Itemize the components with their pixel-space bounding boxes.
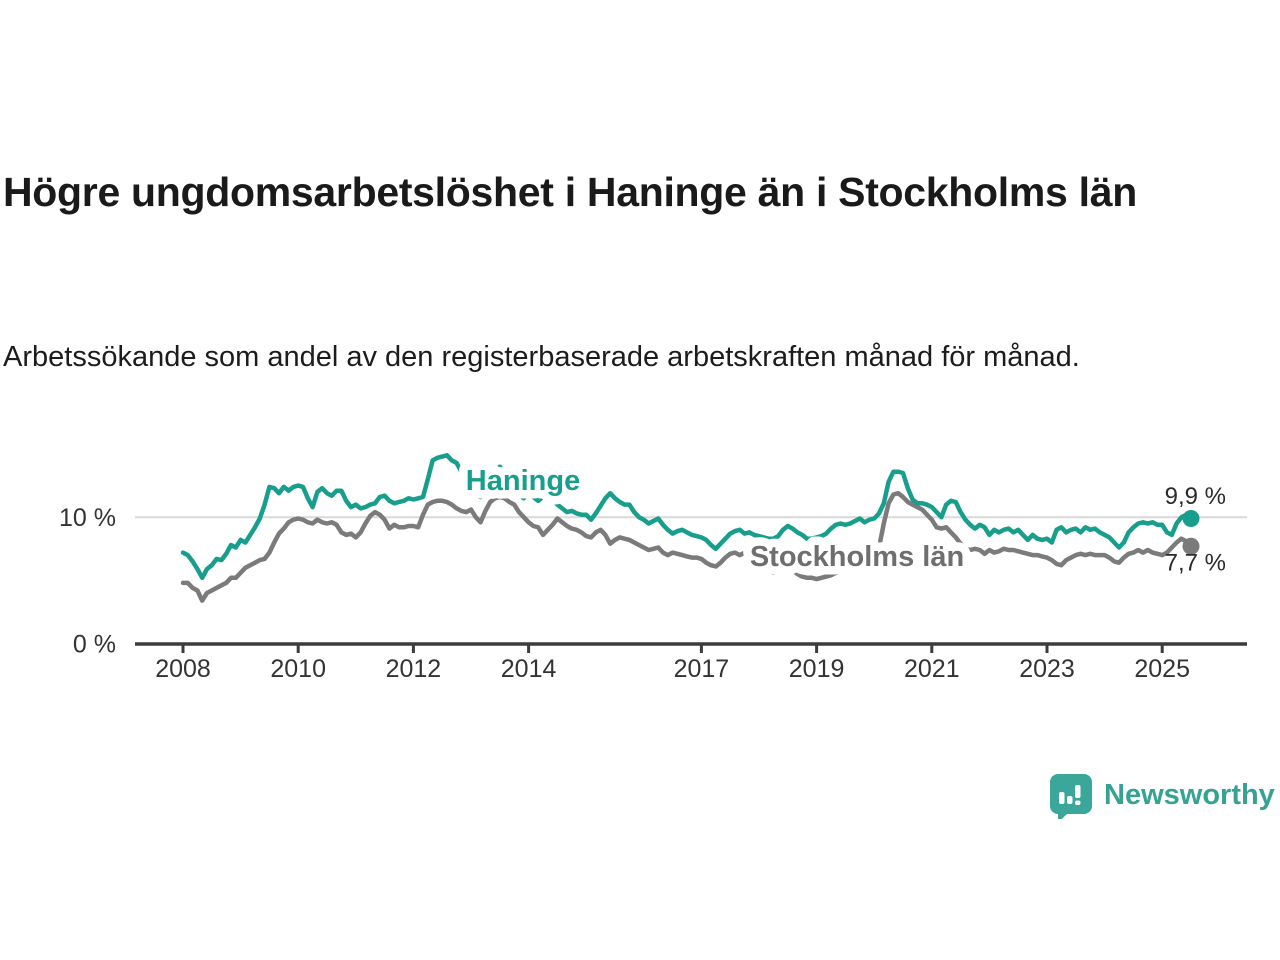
x-axis-label-2010: 2010 xyxy=(270,655,326,683)
end-value-label-stockholms-l-n: 7,7 % xyxy=(1165,550,1226,577)
x-axis-label-2012: 2012 xyxy=(386,655,442,683)
series-label-stockholms-l-n: Stockholms län xyxy=(750,541,964,573)
y-axis-label-10: 10 % xyxy=(59,504,116,532)
x-axis-label-2014: 2014 xyxy=(501,655,557,683)
y-axis-label-0: 0 % xyxy=(73,631,116,659)
series-label-haninge: Haninge xyxy=(466,465,580,497)
x-axis-label-2017: 2017 xyxy=(674,655,730,683)
newsworthy-logo-icon xyxy=(1050,774,1092,819)
page-title: Högre ungdomsarbetslöshet i Haninge än i… xyxy=(3,169,1137,216)
end-value-label-haninge: 9,9 % xyxy=(1165,483,1226,510)
x-axis-label-2025: 2025 xyxy=(1134,655,1190,683)
chart-canvas: 0 % 10 % 2008 2010 2012 2014 2017 2019 2021 2023 2… xyxy=(59,453,1247,683)
unemployment-line-chart: 0 % 10 % 2008 2010 2012 2014 2017 2019 2021 2023 2… xyxy=(0,430,1280,710)
chart-subtitle: Arbetssökande som andel av den registerb… xyxy=(3,341,1080,373)
end-dot-stockholms-l-n xyxy=(1182,537,1200,555)
x-axis-label-2023: 2023 xyxy=(1019,655,1075,683)
series-line-haninge xyxy=(180,453,1194,581)
end-dot-haninge xyxy=(1182,509,1200,527)
newsworthy-logo-text: Newsworthy xyxy=(1104,779,1275,811)
series-line-stockholms-l-n xyxy=(180,490,1194,603)
branding-footer: Newsworthy xyxy=(1048,772,1275,819)
x-axis-label-2019: 2019 xyxy=(789,655,845,683)
x-axis-label-2021: 2021 xyxy=(904,655,960,683)
x-axis-label-2008: 2008 xyxy=(155,655,211,683)
